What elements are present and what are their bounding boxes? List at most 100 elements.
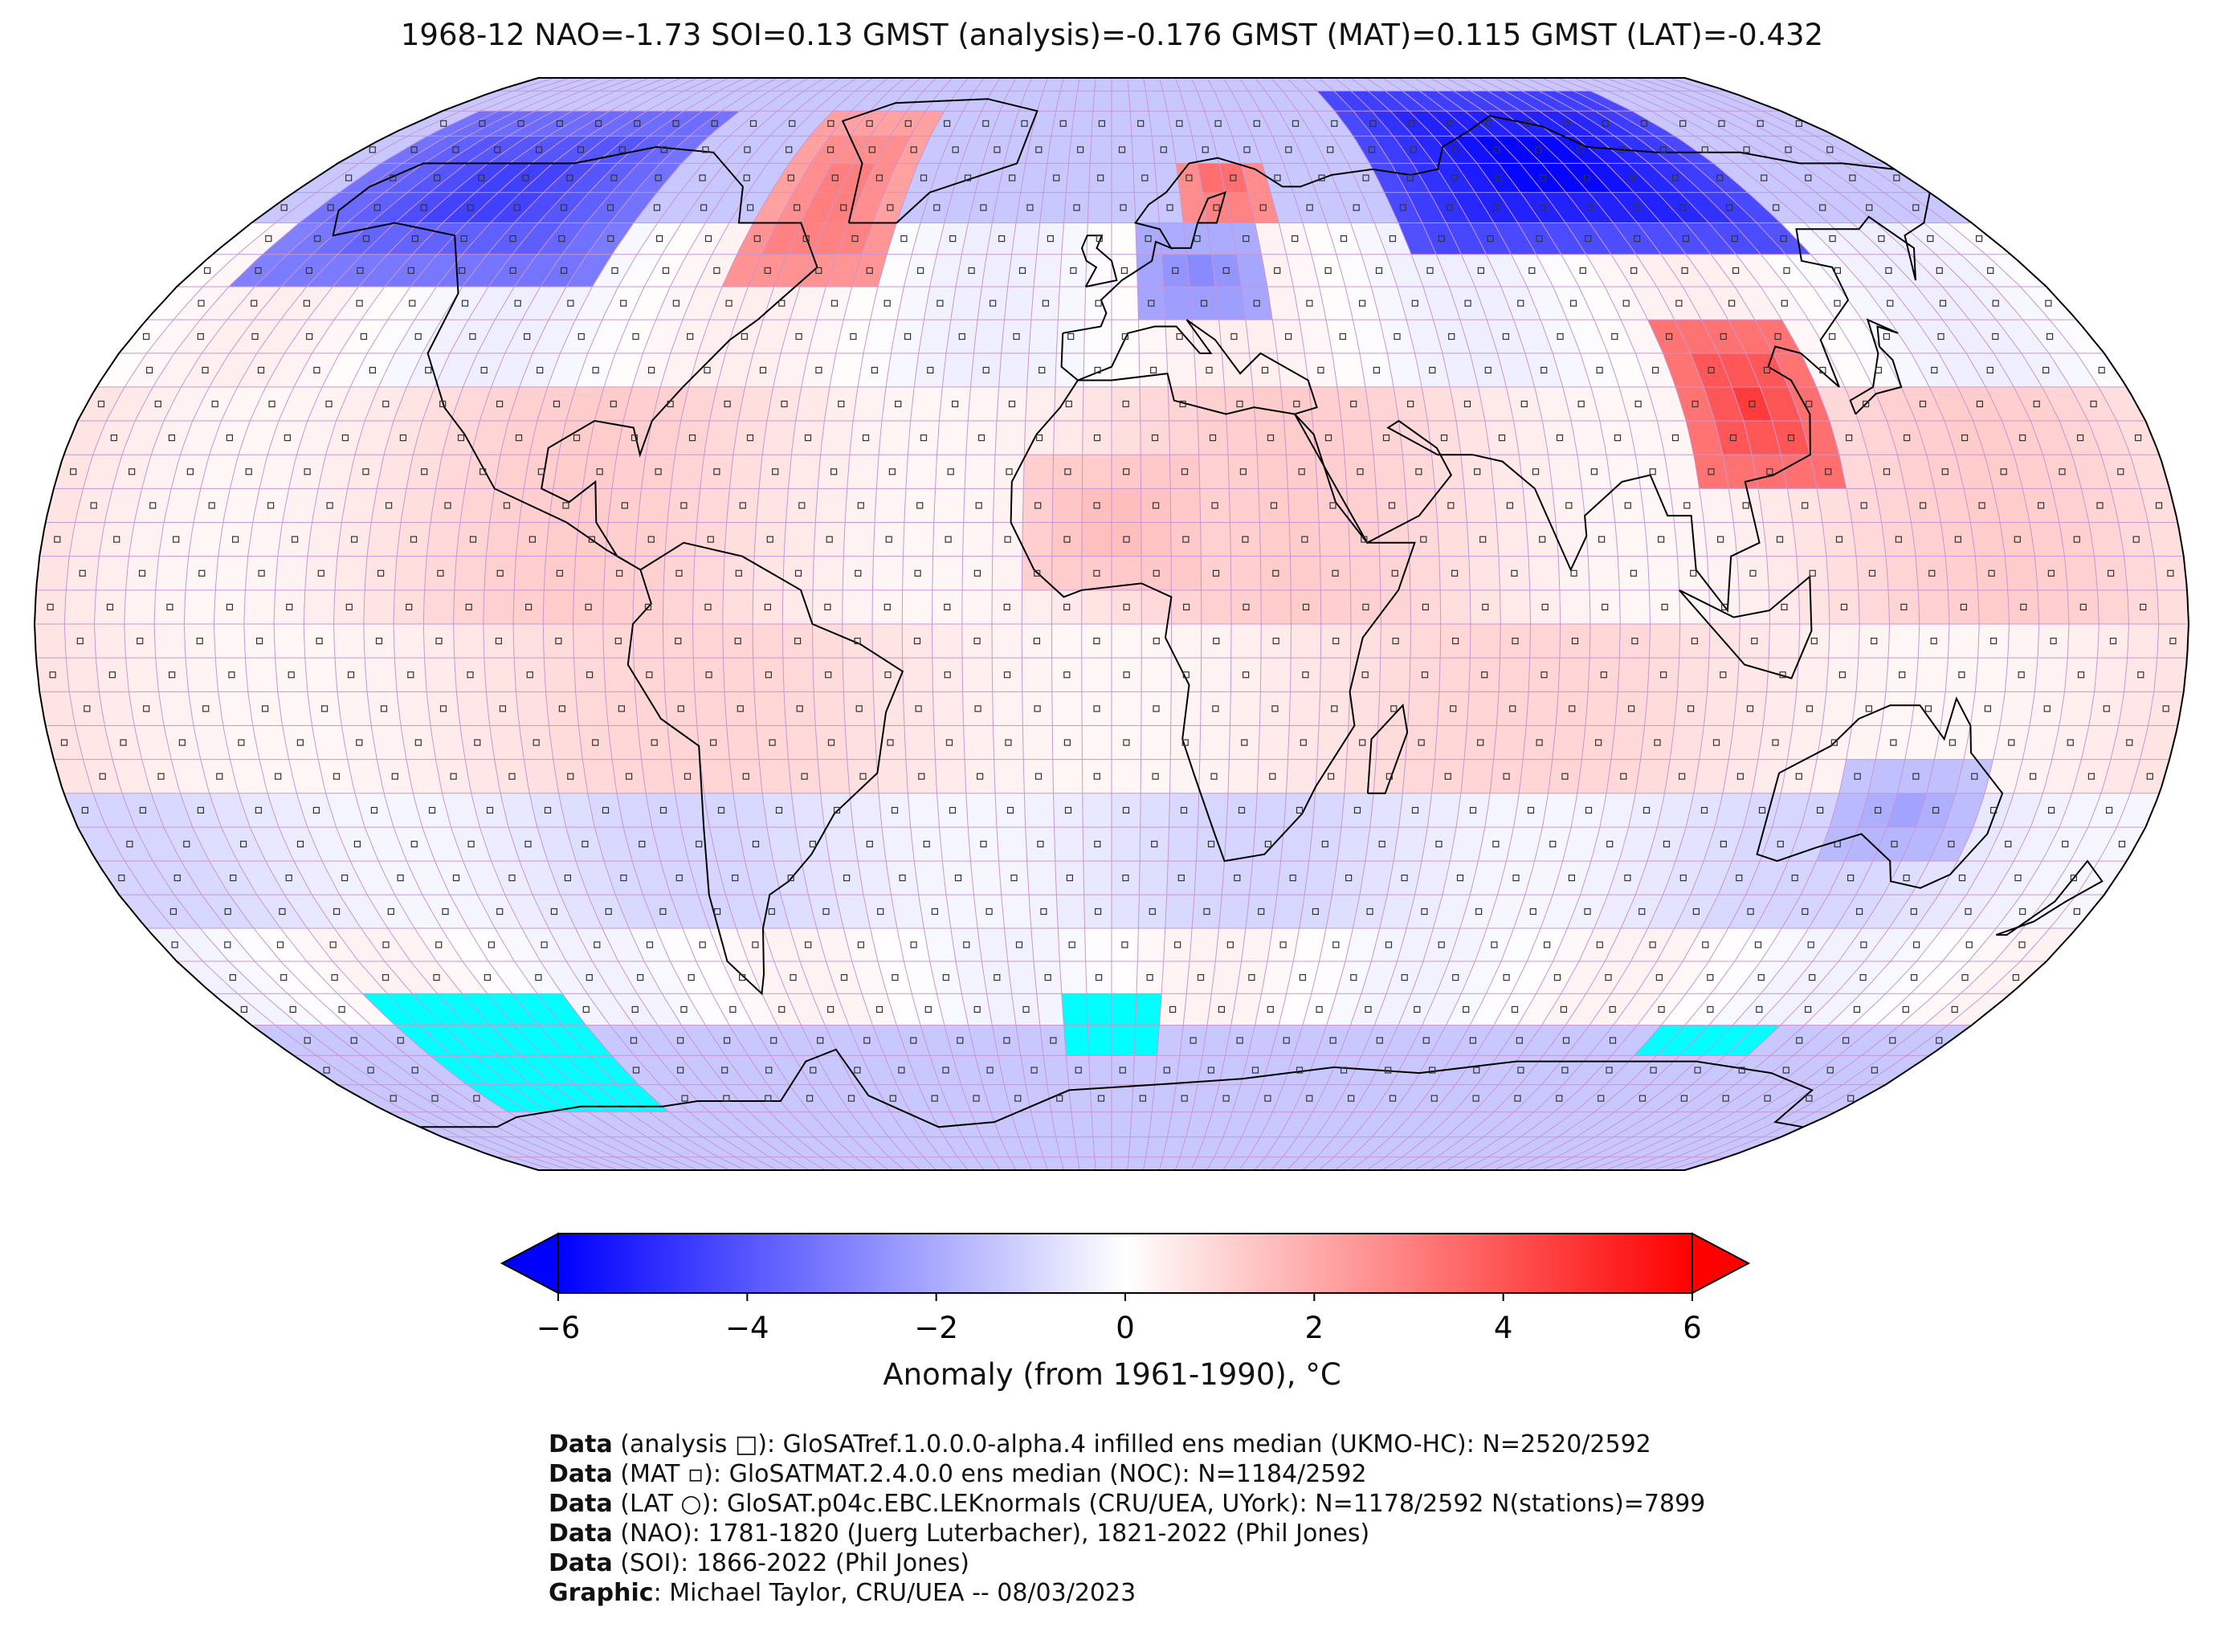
anomaly-cell xyxy=(932,522,964,557)
anomaly-cell xyxy=(1787,725,1823,760)
anomaly-cell xyxy=(540,961,587,994)
anomaly-cell xyxy=(1302,993,1336,1026)
anomaly-cell xyxy=(1141,488,1171,523)
anomaly-cell xyxy=(377,861,422,895)
anomaly-cell xyxy=(981,961,1012,994)
anomaly-cell xyxy=(1438,658,1471,692)
anomaly-cell xyxy=(724,691,757,726)
anomaly-cell xyxy=(363,624,395,659)
anomaly-cell xyxy=(612,759,647,793)
anomaly-cell xyxy=(1411,961,1450,994)
anomaly-cell xyxy=(1081,522,1112,557)
anomaly-cell xyxy=(2094,556,2128,590)
anomaly-cell xyxy=(1112,826,1141,862)
anomaly-cell xyxy=(784,522,816,557)
anomaly-cell xyxy=(961,589,993,624)
anomaly-cell xyxy=(1255,993,1287,1026)
anomaly-cell xyxy=(1245,895,1277,928)
anomaly-cell xyxy=(35,589,67,624)
anomaly-cell xyxy=(1929,826,1973,862)
anomaly-cell xyxy=(716,861,753,895)
anomaly-cell xyxy=(845,725,877,760)
anomaly-cell xyxy=(83,759,122,793)
anomaly-cell xyxy=(1468,658,1500,692)
anomaly-cell xyxy=(1517,993,1561,1026)
anomaly-cell xyxy=(45,488,84,523)
anomaly-cell xyxy=(908,793,940,827)
anomaly-cell xyxy=(726,488,759,523)
anomaly-cell xyxy=(618,961,663,994)
anomaly-cell xyxy=(1529,589,1561,624)
anomaly-cell xyxy=(371,725,406,760)
anomaly-cell xyxy=(726,725,759,760)
anomaly-cell xyxy=(1291,624,1321,659)
anomaly-cell xyxy=(722,961,762,994)
anomaly-cell xyxy=(1826,658,1859,692)
anomaly-cell xyxy=(879,793,911,827)
credit-text: (analysis □): GloSATref.1.0.0.0-alpha.4 … xyxy=(612,1430,1651,1458)
anomaly-cell xyxy=(632,1156,682,1170)
anomaly-cell xyxy=(384,961,438,994)
anomaly-cell xyxy=(1687,1112,1757,1137)
anomaly-cell xyxy=(1773,861,1817,895)
anomaly-cell xyxy=(1571,793,1607,827)
anomaly-cell xyxy=(728,1112,777,1137)
anomaly-cell xyxy=(1945,658,1978,692)
anomaly-cell xyxy=(753,658,785,692)
anomaly-cell xyxy=(1589,1025,1638,1056)
anomaly-cell xyxy=(358,961,413,994)
anomaly-cell xyxy=(2038,589,2069,624)
anomaly-cell xyxy=(394,826,435,862)
anomaly-cell xyxy=(1558,556,1590,590)
anomaly-cell xyxy=(2110,725,2149,760)
anomaly-cell xyxy=(423,1084,488,1112)
anomaly-cell xyxy=(1557,1112,1615,1137)
anomaly-cell xyxy=(1888,624,1920,659)
anomaly-cell xyxy=(1470,589,1501,624)
anomaly-cell xyxy=(1132,1084,1155,1112)
anomaly-cell xyxy=(902,658,933,692)
anomaly-cell xyxy=(1810,961,1865,994)
anomaly-cell xyxy=(1201,556,1231,590)
anomaly-cell xyxy=(788,759,821,793)
anomaly-cell xyxy=(1226,793,1258,827)
anomaly-cell xyxy=(782,624,814,659)
anomaly-cell xyxy=(1026,861,1057,895)
anomaly-cell xyxy=(781,895,817,928)
anomaly-cell xyxy=(1436,1136,1483,1157)
anomaly-cell xyxy=(1684,993,1736,1026)
anomaly-cell xyxy=(1934,488,1971,523)
anomaly-cell xyxy=(970,861,1002,895)
anomaly-cell xyxy=(1934,725,1971,760)
anomaly-cell xyxy=(1804,993,1862,1026)
anomaly-cell xyxy=(1297,1112,1333,1137)
anomaly-cell xyxy=(1679,624,1710,659)
anomaly-cell xyxy=(548,928,593,961)
anomaly-cell xyxy=(363,589,395,624)
anomaly-cell xyxy=(1196,826,1227,862)
anomaly-cell xyxy=(124,861,174,895)
anomaly-cell xyxy=(1651,1112,1716,1137)
anomaly-cell xyxy=(153,861,202,895)
anomaly-cell xyxy=(1112,624,1142,659)
anomaly-cell xyxy=(935,759,966,793)
anomaly-cell xyxy=(1964,725,2001,760)
anomaly-cell xyxy=(1644,691,1678,726)
anomaly-cell xyxy=(1467,522,1500,557)
anomaly-cell xyxy=(288,759,326,793)
anomaly-cell xyxy=(1614,1084,1671,1112)
anomaly-cell xyxy=(720,1136,769,1157)
anomaly-cell xyxy=(262,993,324,1026)
anomaly-cell xyxy=(312,895,361,928)
anomaly-cell xyxy=(1410,624,1441,659)
anomaly-cell xyxy=(106,826,153,862)
anomaly-cell xyxy=(1581,725,1615,760)
anomaly-cell xyxy=(857,861,892,895)
anomaly-cell xyxy=(872,556,904,590)
anomaly-cell xyxy=(1198,1055,1226,1085)
anomaly-cell xyxy=(1141,759,1171,793)
anomaly-cell xyxy=(1179,1025,1207,1056)
anomaly-cell xyxy=(1513,793,1549,827)
anomaly-cell xyxy=(318,455,355,489)
anomaly-cell xyxy=(963,488,994,523)
